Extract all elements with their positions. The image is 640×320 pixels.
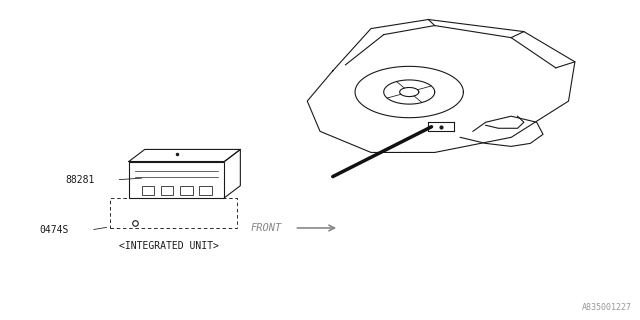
Text: <INTEGRATED UNIT>: <INTEGRATED UNIT> — [119, 241, 219, 251]
Text: A835001227: A835001227 — [582, 303, 632, 312]
Text: 88281: 88281 — [65, 175, 95, 185]
Text: 0474S: 0474S — [40, 225, 69, 235]
Text: FRONT: FRONT — [250, 223, 282, 233]
